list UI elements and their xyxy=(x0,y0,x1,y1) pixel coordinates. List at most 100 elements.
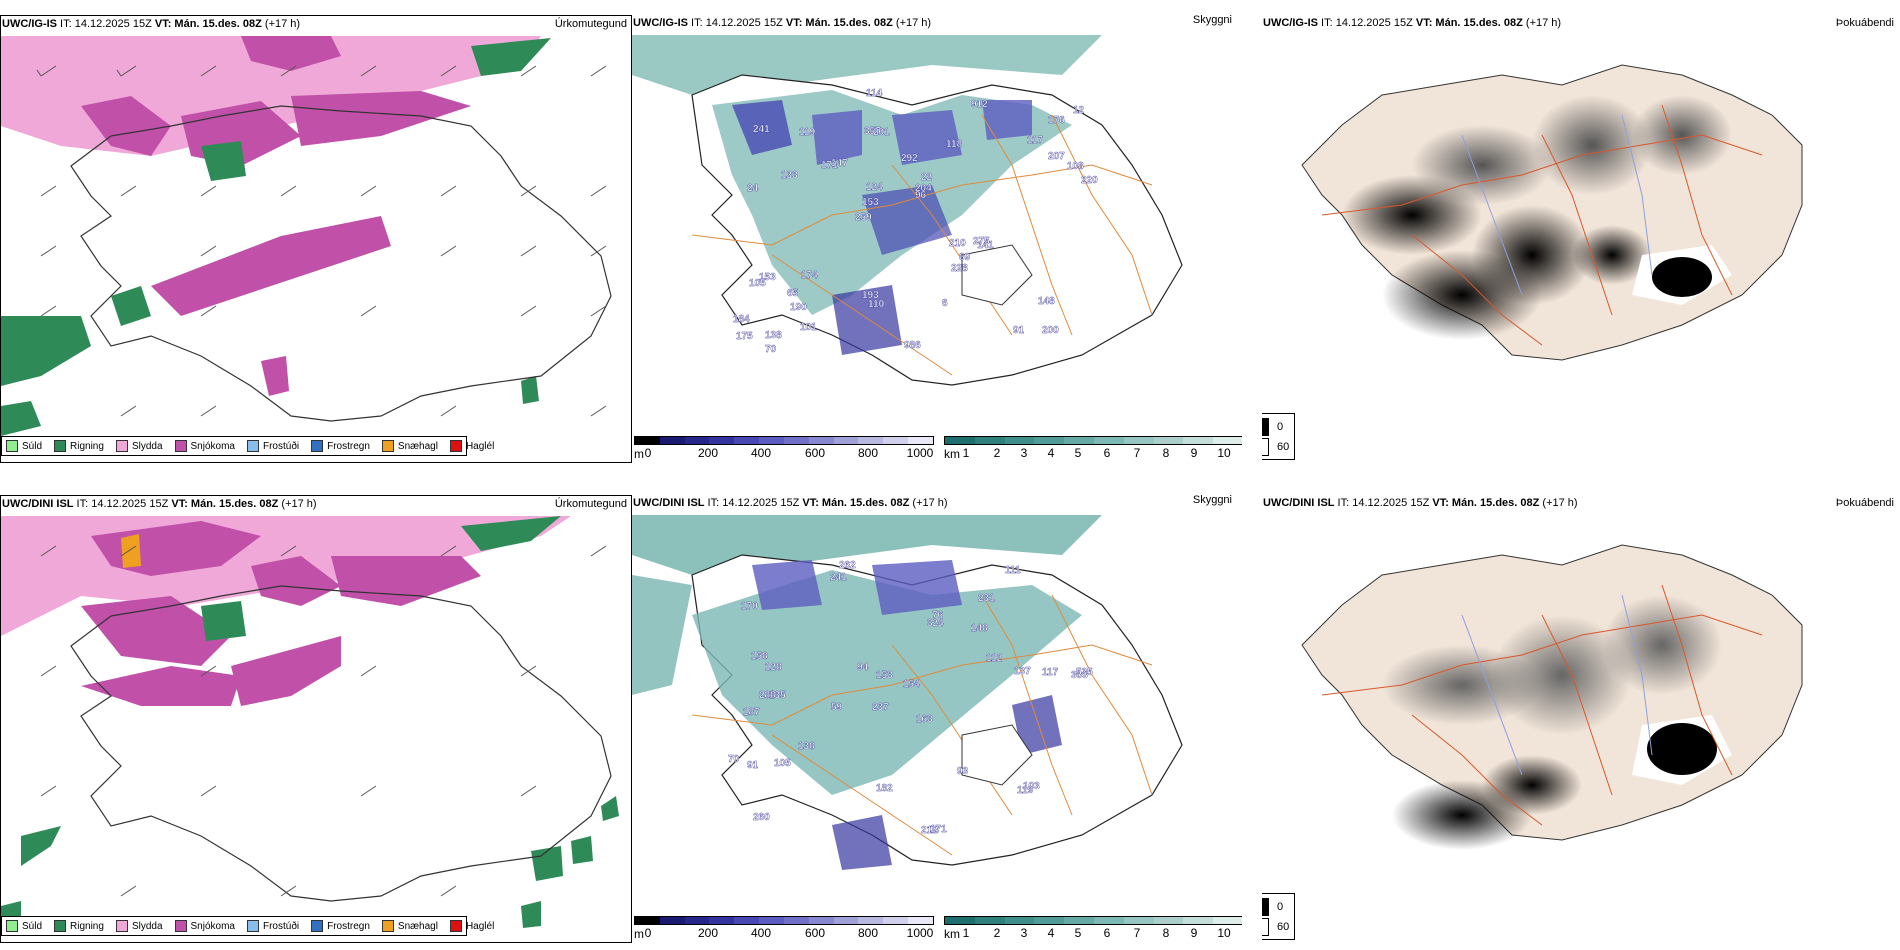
legend-item-snaehagl: Snæhagl xyxy=(381,920,438,932)
legend-item-snjokoma: Snjókoma xyxy=(174,440,235,452)
legend-item-frostregn: Frostregn xyxy=(311,440,370,452)
fog-map-bottom-svg xyxy=(1301,544,1803,850)
init-time: IT: 14.12.2025 15Z xyxy=(73,498,172,510)
legend-item-frostudi: Frostúði xyxy=(246,920,299,932)
precip-bottom-title: Úrkomutegund xyxy=(554,498,627,510)
cloudbase-label: 124 xyxy=(866,182,883,193)
cloudbase-label: 204 xyxy=(915,183,932,194)
cloudbase-label: 231 xyxy=(978,593,995,604)
cloudbase-label: 241 xyxy=(753,124,770,135)
cloudbase-label: 170 xyxy=(741,601,758,612)
cloudbase-colorbar xyxy=(634,916,934,925)
model-name: UWC/IG-IS xyxy=(2,18,57,30)
lead-time: (+17 h) xyxy=(909,497,948,509)
cloudbase-label: 105 xyxy=(749,278,766,289)
cloudbase-label: 112 xyxy=(986,653,1003,664)
cloudbase-label: 148 xyxy=(1038,296,1055,307)
precip-type-map-top-svg xyxy=(1,36,612,436)
valid-time: VT: Mán. 15.des. 08Z xyxy=(802,497,910,509)
cloudbase-label: 357 xyxy=(864,126,881,137)
precip-type-legend-top: Súld Rigning Slydda Snjókoma Frostúði Fr… xyxy=(1,436,494,456)
cloudbase-label: 96 xyxy=(915,190,927,201)
cloudbase-visibility-map-bottom: 262 231 303 237 163 135 170 148 187 324 154 260 241 5… xyxy=(632,495,1242,945)
cloudbase-label: 220 xyxy=(1081,175,1098,186)
cloudbase-label: 241 xyxy=(830,572,847,583)
cloudbase-label: 163 xyxy=(916,714,933,725)
cloudbase-labels-top: 200 24 176 259 118 138 357 292 153 147 184 190 201 22… xyxy=(733,88,1099,355)
cloudbase-label: 187 xyxy=(743,707,760,718)
legend-item-frostregn: Frostregn xyxy=(311,920,370,932)
cloudbase-label: 93 xyxy=(957,766,969,777)
cloudbase-label: 69 xyxy=(959,252,971,263)
cloudbase-label: 138 xyxy=(765,330,782,341)
init-time: IT: 14.12.2025 15Z xyxy=(57,18,155,30)
cloudbase-label: 110 xyxy=(868,299,885,310)
cloudbase-label: 101 xyxy=(800,322,817,333)
visibility-scale-top: 1 2 3 4 5 6 7 8 9 10 xyxy=(944,436,1242,460)
visibility-colorbar xyxy=(944,916,1242,925)
cloudbase-visibility-map-top: 200 24 176 259 118 138 357 292 153 147 184 190 201 22… xyxy=(632,15,1242,465)
legend-item-haglel: Haglél xyxy=(449,440,494,452)
precip-type-legend-bottom: Súld Rigning Slydda Snjókoma Frostúði Fr… xyxy=(1,916,494,936)
lead-time: (+17 h) xyxy=(1522,17,1562,29)
cloudbase-colorbar xyxy=(634,436,934,445)
valid-time: VT: Mán. 15.des. 08Z xyxy=(1415,17,1523,29)
cloudbase-label: 22 xyxy=(921,172,933,183)
cloudbase-label: 303 xyxy=(1071,670,1088,681)
cloudbase-label: 175 xyxy=(736,331,753,342)
cloudbase-label: 912 xyxy=(971,99,988,110)
cloudbase-label: 105 xyxy=(774,758,791,769)
cloudbase-label: 158 xyxy=(751,651,768,662)
legend-item-rigning: Rigning xyxy=(54,440,104,452)
fog-legend-bottom: 0 60 xyxy=(1262,893,1295,940)
cloudbase-label: 207 xyxy=(1048,151,1065,162)
model-name: UWC/DINI ISL xyxy=(1263,497,1335,509)
cloudbase-label: 141 xyxy=(977,240,994,251)
cloudbase-label: 210 xyxy=(949,238,966,249)
cloudbase-label: 182 xyxy=(876,783,893,794)
cloudbase-unit-top: m xyxy=(634,447,644,461)
cloudbase-label: 70 xyxy=(765,344,777,355)
cloudbase-label: 111 xyxy=(1005,565,1021,576)
cloudbase-label: 117 xyxy=(1027,135,1044,146)
legend-item-sudd: Súld xyxy=(6,920,42,932)
cloudbase-label: 128 xyxy=(765,662,782,673)
cloudbase-label: 148 xyxy=(971,623,988,634)
cloudbase-label: 76 xyxy=(932,610,944,621)
cloud-top-title: Skyggni xyxy=(1192,15,1232,26)
cloudbase-label: 24 xyxy=(747,183,759,194)
fog-map-top-svg xyxy=(1301,64,1803,361)
cloud-bottom-header: UWC/DINI ISL IT: 14.12.2025 15Z VT: Mán.… xyxy=(633,497,948,509)
cloudbase-label: 117 xyxy=(1042,667,1059,678)
lead-time: (+17 h) xyxy=(892,17,932,29)
fog-legend-top: 0 60 xyxy=(1262,413,1295,460)
valid-time: VT: Mán. 15.des. 08Z xyxy=(171,498,279,510)
cloudbase-label: 228 xyxy=(951,263,968,274)
cloudbase-label: 200 xyxy=(1042,325,1059,336)
precip-type-map-bottom-svg xyxy=(1,516,619,928)
cloud-bottom-title: Skyggni xyxy=(1192,495,1232,506)
cloudbase-label: 324 xyxy=(927,618,944,629)
lead-time: (+17 h) xyxy=(278,498,317,510)
precip-bottom-header: UWC/DINI ISL IT: 14.12.2025 15Z VT: Mán.… xyxy=(2,498,317,510)
precip-top-header: UWC/IG-IS IT: 14.12.2025 15Z VT: Mán. 15… xyxy=(2,18,300,30)
legend-item-slydda: Slydda xyxy=(115,440,163,452)
precip-type-map-bottom: UWC/DINI ISL IT: 14.12.2025 15Z VT: Mán.… xyxy=(0,495,632,943)
visibility-unit-top: km xyxy=(944,447,960,461)
cloudbase-label: 262 xyxy=(839,560,856,571)
cloudbase-label: 292 xyxy=(901,153,918,164)
cloudbase-label: 288 xyxy=(759,690,776,701)
cloudbase-label: 190 xyxy=(790,302,807,313)
cloudbase-label: 237 xyxy=(872,702,889,713)
init-time: IT: 14.12.2025 15Z xyxy=(1318,17,1416,29)
model-name: UWC/DINI ISL xyxy=(633,497,705,509)
cloudbase-label: 260 xyxy=(753,812,770,823)
init-time: IT: 14.12.2025 15Z xyxy=(1334,497,1433,509)
precip-type-map-top: UWC/IG-IS IT: 14.12.2025 15Z VT: Mán. 15… xyxy=(0,15,632,463)
legend-item-snjokoma: Snjókoma xyxy=(174,920,235,932)
cloudbase-label: 176 xyxy=(1048,115,1065,126)
visibility-scale-bottom: 1 2 3 4 5 6 7 8 9 10 xyxy=(944,916,1242,940)
cloudbase-labels-bottom: 262 231 303 237 163 135 170 148 187 324 154 260 241 5… xyxy=(728,560,1094,836)
cloudbase-scale-top: 0 200 400 600 800 1000 xyxy=(634,436,934,460)
cloudbase-label: 135 xyxy=(769,690,786,701)
